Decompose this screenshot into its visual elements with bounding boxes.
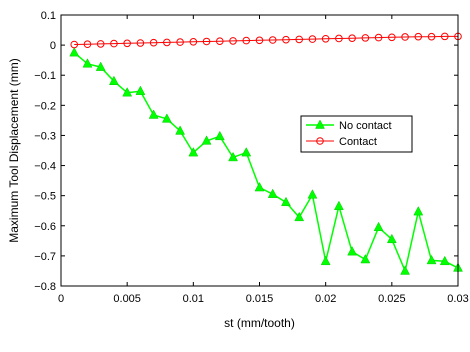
data-point-no-contact — [254, 182, 265, 192]
data-point-contact — [361, 34, 370, 42]
data-point-contact — [255, 36, 264, 45]
data-point-contact — [308, 35, 317, 43]
x-tick-label: 0.015 — [246, 293, 274, 305]
data-point-contact — [163, 38, 171, 47]
y-tick-label: −0.4 — [34, 161, 56, 173]
data-point-contact — [335, 34, 343, 43]
data-point-contact — [123, 39, 131, 48]
data-point-no-contact — [347, 246, 358, 256]
data-point-no-contact — [294, 211, 305, 222]
series-line-contact — [74, 35, 458, 45]
data-point-no-contact — [188, 147, 199, 157]
x-tick-label: 0 — [58, 293, 64, 305]
data-point-no-contact — [69, 47, 80, 57]
data-point-no-contact — [400, 265, 410, 275]
data-point-no-contact — [201, 135, 212, 145]
y-tick-label: −0.6 — [34, 221, 56, 233]
y-tick-label: −0.2 — [34, 100, 56, 112]
data-point-contact — [388, 33, 396, 42]
data-point-no-contact — [122, 87, 133, 97]
data-point-no-contact — [214, 130, 225, 141]
data-point-contact — [176, 38, 184, 46]
data-point-no-contact — [241, 147, 252, 157]
legend-label-contact: Contact — [339, 136, 377, 148]
x-tick-label: 0.02 — [315, 293, 336, 305]
data-point-contact — [216, 37, 224, 45]
data-point-no-contact — [281, 196, 291, 207]
data-point-no-contact — [426, 254, 437, 265]
data-point-contact — [96, 40, 105, 48]
data-point-contact — [374, 33, 383, 42]
y-tick-label: −0.7 — [34, 251, 56, 263]
legend-box — [300, 115, 413, 153]
data-point-contact — [401, 33, 409, 41]
data-point-no-contact — [228, 151, 238, 162]
data-point-no-contact — [333, 200, 344, 210]
x-tick-label: 0.03 — [447, 293, 468, 305]
axes-layer: 0 0.005 0.01 0.015 0.02 0.025 0.03 0.1 0 −0.1 −0.2… — [34, 10, 468, 305]
legend: No contact Contact — [300, 115, 413, 153]
data-point-contact — [295, 35, 304, 44]
x-tick-label: 0.005 — [113, 293, 141, 305]
data-point-contact — [189, 37, 198, 46]
legend-marker-contact — [316, 137, 324, 145]
data-point-contact — [348, 34, 356, 42]
series-layer — [69, 32, 463, 275]
data-point-contact — [83, 40, 92, 49]
data-point-contact — [70, 40, 79, 49]
legend-label-no-contact: No contact — [339, 120, 392, 132]
y-tick-label: −0.3 — [34, 130, 56, 142]
y-tick-label: 0.1 — [41, 10, 56, 22]
data-point-no-contact — [109, 75, 119, 85]
data-point-no-contact — [320, 255, 331, 266]
y-tick-label: 0 — [50, 40, 56, 52]
y-tick-label: −0.1 — [34, 70, 56, 82]
data-point-no-contact — [135, 85, 146, 95]
legend-marker-no-contact — [315, 119, 325, 129]
data-point-contact — [440, 32, 449, 41]
data-point-no-contact — [82, 58, 93, 68]
data-point-contact — [282, 35, 290, 44]
y-tick-label: −0.5 — [34, 191, 56, 203]
data-point-no-contact — [267, 188, 278, 198]
data-point-no-contact — [95, 61, 106, 71]
data-point-contact — [321, 34, 330, 43]
y-tick-label: −0.8 — [34, 281, 56, 293]
data-point-no-contact — [360, 253, 371, 264]
y-axis-label: Maximum Tool Displacement (mm) — [7, 58, 21, 242]
data-point-contact — [136, 39, 145, 47]
x-tick-label: 0.025 — [378, 293, 406, 305]
data-point-contact — [427, 32, 436, 41]
data-point-no-contact — [373, 221, 384, 232]
x-tick-label: 0.01 — [183, 293, 204, 305]
data-point-no-contact — [175, 125, 186, 135]
data-point-no-contact — [386, 233, 397, 244]
data-point-no-contact — [148, 109, 159, 119]
data-point-no-contact — [161, 113, 172, 123]
data-point-no-contact — [413, 206, 424, 216]
data-point-no-contact — [307, 189, 318, 199]
data-point-contact — [268, 36, 277, 44]
data-point-contact — [110, 39, 118, 48]
x-axis-label: st (mm/tooth) — [224, 316, 295, 330]
data-point-contact — [202, 37, 211, 46]
data-point-contact — [242, 36, 251, 45]
data-point-contact — [414, 32, 423, 41]
data-point-contact — [229, 37, 237, 45]
data-point-no-contact — [439, 255, 450, 266]
data-point-contact — [149, 38, 158, 47]
